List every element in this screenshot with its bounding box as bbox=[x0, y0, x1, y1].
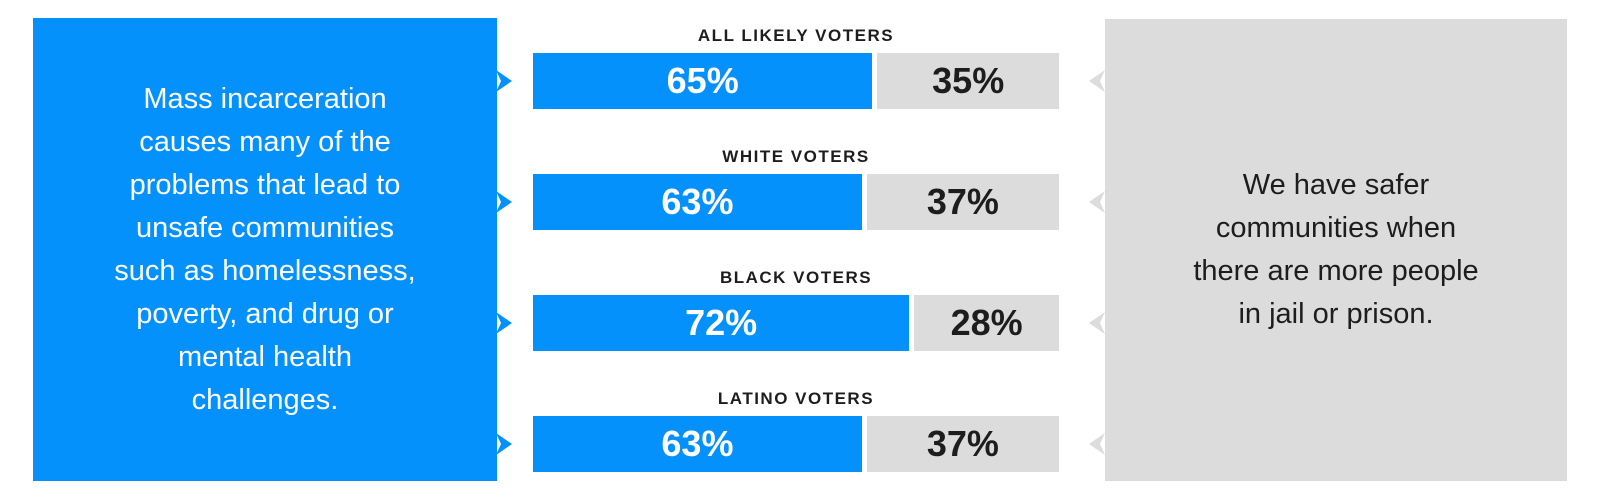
arrow-right-icon bbox=[496, 69, 512, 93]
arrow-right-icon bbox=[496, 311, 512, 335]
bar-value-label: 37% bbox=[926, 181, 999, 222]
bar-group-label: ALL LIKELY VOTERS bbox=[697, 26, 895, 45]
stacked-bar: 63% 37% bbox=[533, 174, 1059, 230]
arrow-left-icon bbox=[1089, 190, 1105, 214]
left-statement-bar-segment: 63% bbox=[533, 416, 862, 472]
left-statement-text: Mass incarceration causes many of the pr… bbox=[114, 82, 416, 416]
bar-group-label: LATINO VOTERS bbox=[717, 389, 875, 408]
right-statement-bar-segment: 35% bbox=[877, 53, 1059, 109]
left-statement-bar-segment: 65% bbox=[533, 53, 873, 109]
bar-row: LATINO VOTERS 63% 37% bbox=[533, 388, 1059, 472]
arrow-right-icon bbox=[496, 432, 512, 456]
arrow-left-icon bbox=[1089, 432, 1105, 456]
stacked-bar: 63% 37% bbox=[533, 416, 1059, 472]
bar-value-label: 65% bbox=[666, 60, 739, 101]
arrow-left-icon bbox=[1089, 311, 1105, 335]
left-statement-bar-segment: 72% bbox=[533, 295, 910, 351]
bar-chart: ALL LIKELY VOTERS 65% 35% WHITE VOTERS 6… bbox=[533, 0, 1059, 500]
bar-value-label: 63% bbox=[661, 181, 734, 222]
right-statement-panel: We have safer communities when there are… bbox=[1105, 19, 1567, 481]
bar-value-label: 35% bbox=[932, 60, 1005, 101]
right-statement-text: We have safer communities when there are… bbox=[1193, 169, 1479, 330]
bar-value-label: 72% bbox=[685, 302, 758, 343]
right-statement-bar-segment: 37% bbox=[866, 174, 1059, 230]
bar-value-label: 28% bbox=[950, 302, 1023, 343]
bar-row: ALL LIKELY VOTERS 65% 35% bbox=[533, 25, 1059, 109]
right-statement-bar-segment: 28% bbox=[914, 295, 1059, 351]
bar-row: BLACK VOTERS 72% 28% bbox=[533, 267, 1059, 351]
bar-group-label: WHITE VOTERS bbox=[722, 147, 870, 166]
bar-row: WHITE VOTERS 63% 37% bbox=[533, 146, 1059, 230]
stacked-bar: 72% 28% bbox=[533, 295, 1059, 351]
bar-value-label: 37% bbox=[926, 423, 999, 464]
bar-group-label: BLACK VOTERS bbox=[719, 268, 873, 287]
arrow-left-icon bbox=[1089, 69, 1105, 93]
left-statement-bar-segment: 63% bbox=[533, 174, 862, 230]
right-statement-bar-segment: 37% bbox=[866, 416, 1059, 472]
left-statement-panel: Mass incarceration causes many of the pr… bbox=[33, 18, 497, 481]
arrow-right-icon bbox=[496, 190, 512, 214]
stacked-bar: 65% 35% bbox=[533, 53, 1059, 109]
bar-value-label: 63% bbox=[661, 423, 734, 464]
